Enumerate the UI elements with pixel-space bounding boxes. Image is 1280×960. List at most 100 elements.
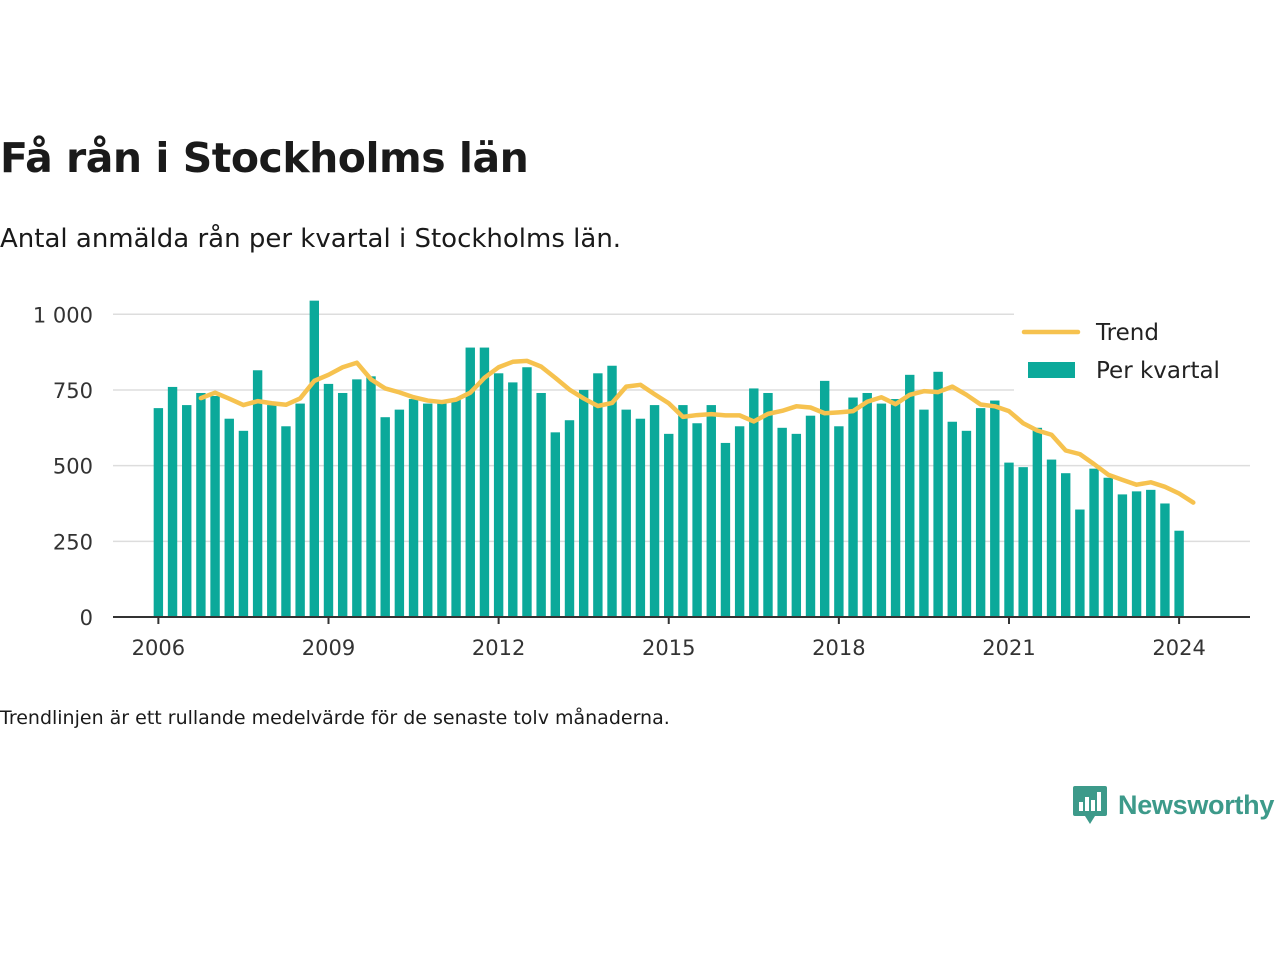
- bar: [1032, 427, 1043, 617]
- bar: [763, 392, 773, 617]
- y-tick-label: 0: [80, 606, 93, 630]
- logo-text: Newsworthy: [1118, 789, 1275, 820]
- bar: [1089, 468, 1099, 617]
- bar: [990, 400, 1000, 617]
- bar: [664, 433, 674, 617]
- bar: [862, 392, 872, 617]
- bar: [1103, 477, 1113, 617]
- bar: [1075, 509, 1085, 617]
- bar: [196, 392, 206, 617]
- y-tick-label: 1 000: [33, 303, 93, 327]
- bar: [366, 376, 376, 617]
- bar: [734, 426, 745, 617]
- bar: [394, 409, 405, 617]
- bar: [607, 365, 617, 617]
- bar: [153, 408, 164, 617]
- bar: [408, 399, 419, 617]
- bar: [1160, 503, 1170, 617]
- bar: [678, 405, 688, 617]
- x-tick-label: 2009: [302, 636, 355, 660]
- bar: [578, 389, 589, 617]
- bar: [720, 442, 731, 617]
- bar: [423, 403, 433, 617]
- bar: [593, 373, 603, 617]
- bar: [238, 430, 249, 617]
- bar: [437, 403, 447, 617]
- bar: [933, 371, 943, 617]
- newsworthy-logo[interactable]: Newsworthy: [1072, 784, 1274, 826]
- bar: [1146, 489, 1156, 617]
- bar: [564, 420, 575, 617]
- y-tick-label: 250: [53, 530, 93, 554]
- bar: [621, 409, 631, 617]
- bar: [905, 374, 915, 617]
- bar: [749, 388, 759, 617]
- bar-chart-speech-icon: [1073, 786, 1107, 824]
- x-tick-label: 2018: [812, 636, 865, 660]
- bar: [267, 405, 277, 617]
- legend-trend-label: Trend: [1095, 320, 1159, 346]
- legend-background: [1014, 312, 1250, 394]
- bar: [479, 347, 490, 617]
- x-tick-label: 2024: [1152, 636, 1205, 660]
- bar: [805, 415, 816, 617]
- bar: [252, 370, 263, 617]
- chart: 0 250 500 750 1 000 2006 2009 2012 2015 2018 2021 2…: [33, 300, 1250, 660]
- bar: [1004, 462, 1014, 617]
- bar: [522, 367, 532, 617]
- bar: [777, 427, 787, 617]
- bar: [848, 397, 858, 617]
- y-tick-label: 750: [53, 379, 93, 403]
- bar: [465, 347, 475, 617]
- bar: [890, 399, 901, 617]
- bar: [352, 379, 362, 617]
- trend-series: [198, 358, 1196, 505]
- bar: [536, 392, 546, 617]
- bar: [550, 432, 561, 617]
- bar: [182, 405, 192, 617]
- bar: [295, 403, 305, 617]
- bar: [1018, 467, 1028, 617]
- bar: [961, 430, 972, 617]
- chart-subtitle: Antal anmälda rån per kvartal i Stockhol…: [0, 224, 622, 254]
- bar: [309, 300, 320, 617]
- bar: [167, 386, 178, 617]
- bar: [323, 383, 334, 617]
- bar: [210, 396, 220, 617]
- bar: [337, 392, 348, 617]
- bar: [508, 382, 518, 617]
- bar: [493, 373, 504, 617]
- bar: [919, 409, 929, 617]
- bar: [649, 405, 660, 617]
- x-tick-label: 2012: [472, 636, 525, 660]
- bar: [635, 418, 646, 617]
- bar: [791, 433, 802, 617]
- legend: Trend Per kvartal: [1014, 312, 1250, 394]
- bar: [692, 423, 702, 617]
- bar: [451, 399, 461, 617]
- bar: [1061, 473, 1071, 617]
- bar: [1046, 459, 1057, 617]
- bar: [975, 408, 986, 617]
- bar: [706, 405, 716, 617]
- bar: [380, 417, 390, 617]
- bar: [947, 421, 957, 617]
- legend-bar-label: Per kvartal: [1096, 358, 1220, 384]
- bar: [1117, 494, 1128, 617]
- bar: [281, 426, 291, 617]
- x-tick-label: 2015: [642, 636, 695, 660]
- y-tick-label: 500: [53, 455, 93, 479]
- trend-line: [198, 358, 1196, 505]
- bar: [1174, 530, 1184, 617]
- x-tick-label: 2006: [132, 636, 185, 660]
- axes: 0 250 500 750 1 000 2006 2009 2012 2015 2018 2021 2…: [33, 303, 1250, 660]
- legend-bar-swatch: [1028, 362, 1075, 378]
- bar: [834, 426, 844, 617]
- bar: [819, 380, 830, 617]
- chart-title: Få rån i Stockholms län: [0, 134, 529, 182]
- bar: [876, 403, 887, 617]
- bar: [1131, 491, 1142, 617]
- footnote: Trendlinjen är ett rullande medelvärde f…: [0, 707, 670, 729]
- bar: [224, 418, 234, 617]
- bar-series: [153, 300, 1184, 617]
